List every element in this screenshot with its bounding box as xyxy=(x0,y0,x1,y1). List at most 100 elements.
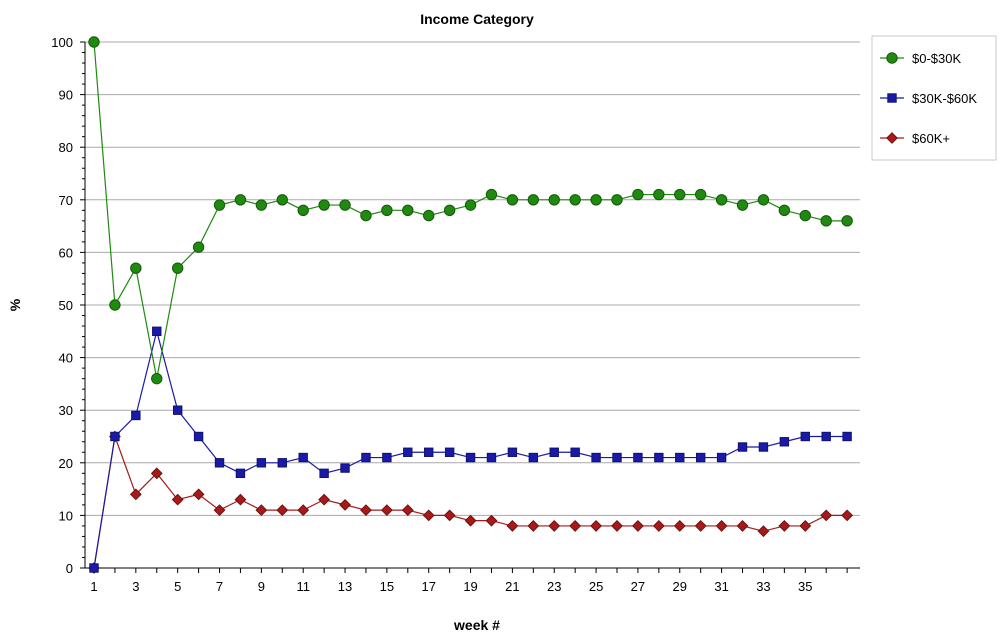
y-tick-label: 90 xyxy=(59,88,73,103)
data-point xyxy=(402,204,414,217)
y-tick-label: 40 xyxy=(59,351,73,366)
data-point xyxy=(736,520,749,532)
legend-label: $60K+ xyxy=(912,131,950,146)
data-point xyxy=(422,509,435,522)
data-point xyxy=(234,493,247,506)
data-point xyxy=(527,520,540,532)
x-tick-label: 27 xyxy=(631,579,645,594)
data-point xyxy=(632,520,644,532)
x-tick-label: 29 xyxy=(673,579,687,594)
data-point xyxy=(171,493,184,506)
data-point xyxy=(360,209,372,222)
data-point xyxy=(464,514,477,527)
y-axis-label: % xyxy=(7,298,23,311)
x-tick-label: 1 xyxy=(90,579,97,594)
data-point xyxy=(841,215,853,227)
data-point xyxy=(381,204,393,217)
data-point xyxy=(130,262,142,274)
data-point xyxy=(590,194,602,206)
data-point xyxy=(298,452,308,463)
data-point xyxy=(528,452,539,463)
x-tick-label: 23 xyxy=(547,579,561,594)
legend-marker xyxy=(886,132,898,144)
data-point xyxy=(89,563,99,573)
legend-label: $0-$30K xyxy=(912,51,961,66)
data-point xyxy=(401,504,414,517)
data-point xyxy=(612,452,622,463)
data-point xyxy=(591,452,601,463)
data-point xyxy=(192,241,205,253)
series-2 xyxy=(88,430,854,574)
data-point xyxy=(842,431,852,442)
data-point xyxy=(192,488,205,501)
x-tick-label: 25 xyxy=(589,579,603,594)
data-point xyxy=(152,326,162,337)
data-point xyxy=(549,447,559,457)
data-point xyxy=(464,199,477,211)
x-tick-label: 5 xyxy=(174,579,181,594)
data-point xyxy=(255,199,268,211)
data-point xyxy=(673,520,686,532)
y-tick-label: 60 xyxy=(59,245,73,260)
x-tick-label: 19 xyxy=(463,579,477,594)
data-point xyxy=(319,468,329,479)
data-point xyxy=(318,199,330,211)
data-point xyxy=(297,204,309,217)
y-tick-label: 50 xyxy=(59,298,73,313)
data-point xyxy=(569,194,581,206)
data-point xyxy=(548,520,561,532)
data-point xyxy=(339,199,351,211)
x-tick-label: 11 xyxy=(296,579,310,594)
data-point xyxy=(276,504,289,517)
data-point xyxy=(758,442,769,452)
legend-marker xyxy=(886,52,898,64)
gridlines xyxy=(85,41,860,516)
x-tick-label: 21 xyxy=(505,579,519,594)
data-point xyxy=(213,199,226,211)
data-point xyxy=(715,194,728,206)
data-point xyxy=(129,488,142,501)
data-point xyxy=(820,509,833,522)
data-point xyxy=(695,452,706,463)
data-point xyxy=(444,447,455,457)
series-line xyxy=(93,331,848,569)
data-point xyxy=(150,467,163,480)
x-tick-label: 13 xyxy=(338,579,352,594)
data-point xyxy=(757,194,770,206)
data-point xyxy=(569,520,582,532)
y-tick-label: 30 xyxy=(59,403,73,418)
data-point xyxy=(423,209,435,222)
data-point xyxy=(256,458,267,468)
data-point xyxy=(213,504,226,517)
data-point xyxy=(151,372,163,385)
data-point xyxy=(653,188,665,201)
x-tick-label: 15 xyxy=(380,579,394,594)
data-point xyxy=(506,520,519,532)
series-layer xyxy=(88,36,854,574)
data-point xyxy=(611,520,623,532)
data-point xyxy=(340,463,350,473)
data-point xyxy=(632,188,644,201)
data-point xyxy=(214,458,225,468)
series-1 xyxy=(89,326,852,573)
x-tick-label: 7 xyxy=(216,579,223,594)
y-tick-label: 80 xyxy=(59,140,73,155)
data-point xyxy=(339,498,351,511)
y-tick-label: 100 xyxy=(51,35,73,50)
y-tick-label: 70 xyxy=(59,193,73,208)
data-point xyxy=(507,447,518,457)
x-tick-label: 9 xyxy=(258,579,265,594)
legend-label: $30K-$60K xyxy=(912,91,977,106)
data-point xyxy=(715,520,728,532)
data-point xyxy=(235,468,246,479)
data-point xyxy=(799,209,811,222)
data-point xyxy=(171,262,184,274)
chart-title: Income Category xyxy=(420,11,534,27)
data-point xyxy=(548,194,560,206)
data-point xyxy=(737,442,748,452)
data-point xyxy=(255,504,268,517)
x-axis-label: week # xyxy=(453,617,500,633)
